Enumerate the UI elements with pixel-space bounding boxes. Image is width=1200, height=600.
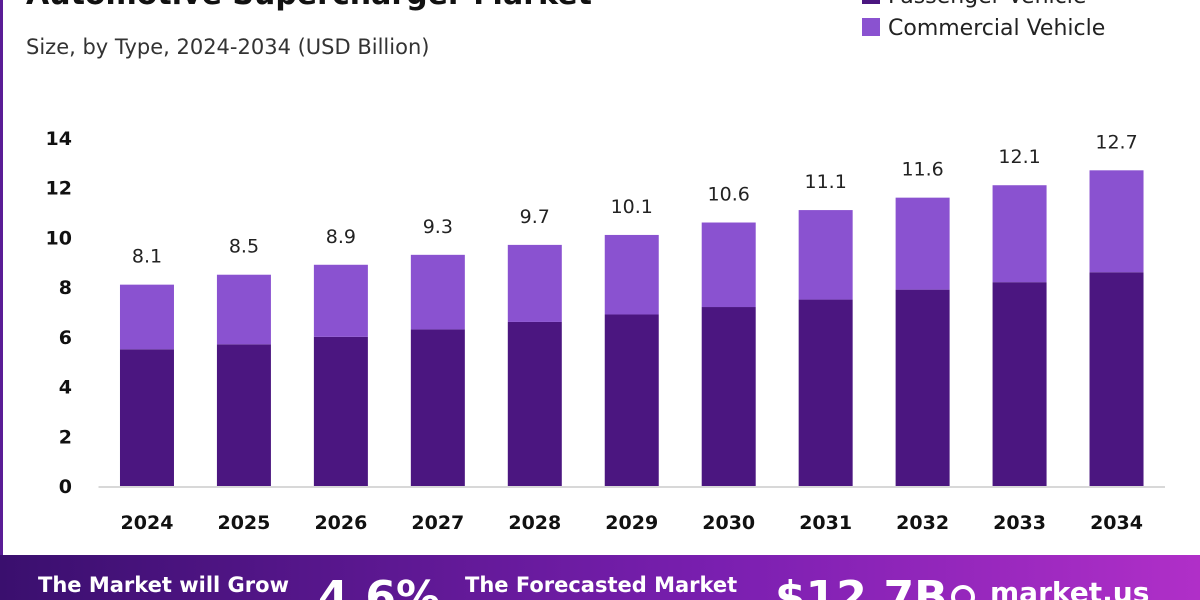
total-label: 10.6 bbox=[708, 184, 750, 206]
bar-segment bbox=[992, 185, 1047, 283]
x-tick-label: 2030 bbox=[702, 512, 755, 534]
bar-segment bbox=[216, 274, 271, 345]
bar-segment bbox=[1089, 170, 1144, 273]
bar-segment bbox=[410, 329, 465, 486]
bar-segment bbox=[701, 307, 756, 486]
bar-segment bbox=[119, 349, 174, 486]
bar-segment bbox=[507, 321, 562, 486]
total-label: 11.1 bbox=[805, 171, 847, 193]
bar-segment bbox=[895, 197, 950, 290]
total-label: 10.1 bbox=[611, 196, 653, 218]
total-label: 11.6 bbox=[901, 159, 943, 181]
bar-segment bbox=[701, 222, 756, 308]
x-tick-label: 2025 bbox=[217, 512, 270, 534]
bar-segment bbox=[1089, 272, 1144, 486]
x-tick-label: 2029 bbox=[605, 512, 658, 534]
left-border bbox=[0, 0, 3, 555]
banner bbox=[0, 555, 1200, 600]
legend-swatch bbox=[862, 0, 880, 4]
x-tick-label: 2031 bbox=[799, 512, 852, 534]
x-tick-label: 2027 bbox=[411, 512, 464, 534]
chart-title: Automotive Supercharger Market bbox=[26, 0, 592, 12]
y-tick-label: 2 bbox=[59, 426, 72, 448]
brand-logo bbox=[951, 585, 975, 600]
bar-segment bbox=[410, 254, 465, 330]
y-tick-label: 4 bbox=[59, 377, 72, 399]
bar-segment bbox=[313, 264, 368, 337]
legend-label: Commercial Vehicle bbox=[888, 16, 1105, 41]
total-label: 9.7 bbox=[520, 206, 550, 228]
y-tick-label: 8 bbox=[59, 277, 72, 299]
total-label: 8.1 bbox=[132, 246, 162, 268]
bar-segment bbox=[798, 210, 853, 300]
y-tick-label: 10 bbox=[46, 227, 72, 249]
bar-segment bbox=[604, 234, 659, 315]
x-tick-label: 2032 bbox=[896, 512, 949, 534]
total-label: 8.9 bbox=[326, 226, 356, 248]
x-tick-label: 2034 bbox=[1090, 512, 1143, 534]
banner-value: 4.6% bbox=[318, 572, 440, 600]
total-label: 9.3 bbox=[423, 216, 453, 238]
total-label: 8.5 bbox=[229, 236, 259, 258]
x-tick-label: 2033 bbox=[993, 512, 1046, 534]
bar-segment bbox=[119, 284, 174, 350]
banner-value: $12.7B bbox=[775, 572, 948, 600]
legend-swatch bbox=[862, 18, 880, 36]
bar-segment bbox=[604, 314, 659, 486]
bar-segment bbox=[507, 244, 562, 322]
x-tick-label: 2026 bbox=[314, 512, 367, 534]
y-tick-label: 0 bbox=[59, 476, 72, 498]
total-label: 12.1 bbox=[998, 146, 1040, 168]
y-tick-label: 14 bbox=[46, 128, 72, 150]
x-tick-label: 2024 bbox=[121, 512, 174, 534]
total-label: 12.7 bbox=[1095, 131, 1137, 153]
bar-segment bbox=[798, 299, 853, 486]
bar-segment bbox=[895, 289, 950, 486]
chart-subtitle: Size, by Type, 2024-2034 (USD Billion) bbox=[26, 35, 429, 59]
bar-segment bbox=[216, 344, 271, 486]
y-tick-label: 12 bbox=[46, 178, 72, 200]
banner-text: The Market will Grow bbox=[38, 573, 289, 597]
banner-text: The Forecasted Market bbox=[465, 573, 737, 597]
bar-segment bbox=[992, 282, 1047, 486]
brand: market.us bbox=[990, 576, 1149, 600]
legend-label: Passenger Vehicle bbox=[888, 0, 1086, 9]
y-tick-label: 6 bbox=[59, 327, 72, 349]
bar-segment bbox=[313, 336, 368, 486]
x-tick-label: 2028 bbox=[508, 512, 561, 534]
